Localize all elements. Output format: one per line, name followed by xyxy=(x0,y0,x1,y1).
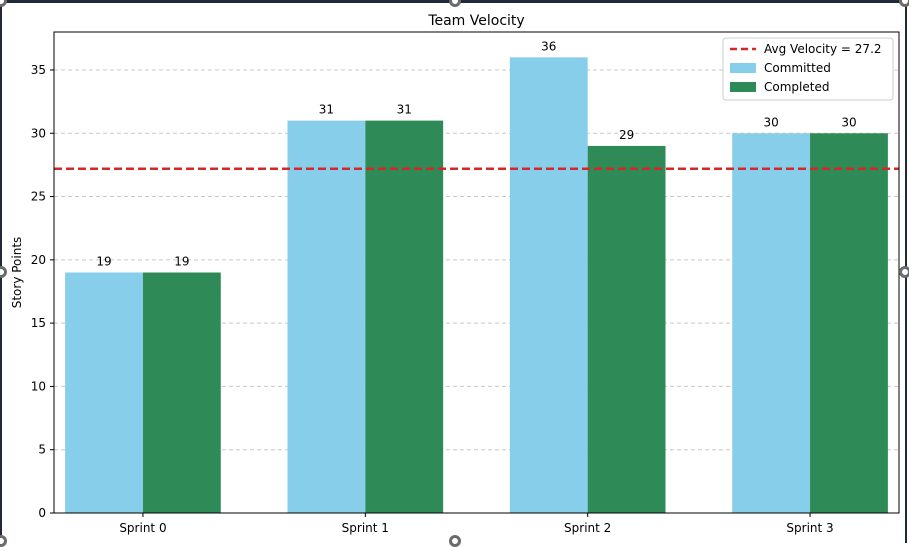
bar-completed-2 xyxy=(587,145,666,513)
x-tick-label: Sprint 1 xyxy=(342,521,389,535)
bar-committed-1 xyxy=(287,120,366,514)
y-tick-label: 30 xyxy=(31,126,46,140)
y-tick-label: 15 xyxy=(31,316,46,330)
x-tick-label: Sprint 3 xyxy=(786,521,833,535)
bar-data-label: 31 xyxy=(397,103,412,117)
bar-completed-0 xyxy=(142,272,221,513)
bar-committed-2 xyxy=(509,57,588,513)
bar-committed-3 xyxy=(732,133,811,513)
bar-data-label: 31 xyxy=(319,103,334,117)
y-tick-label: 35 xyxy=(31,63,46,77)
legend-completed-swatch xyxy=(730,82,756,92)
resize-handle-top-center[interactable] xyxy=(449,0,461,7)
y-tick-label: 10 xyxy=(31,379,46,393)
bar-data-label: 19 xyxy=(174,255,189,269)
bar-completed-1 xyxy=(365,120,444,514)
y-axis-label: Story Points xyxy=(10,237,24,309)
resize-handle-middle-right[interactable] xyxy=(899,266,909,278)
bar-data-label: 30 xyxy=(841,115,856,129)
resize-handle-top-left[interactable] xyxy=(0,0,7,7)
legend-committed-label: Committed xyxy=(764,61,831,75)
x-tick-label: Sprint 0 xyxy=(119,521,166,535)
y-tick-label: 20 xyxy=(31,253,46,267)
chart-title: Team Velocity xyxy=(427,13,524,29)
legend-committed-swatch xyxy=(730,63,756,73)
legend-completed-label: Completed xyxy=(764,80,829,94)
bar-data-label: 29 xyxy=(619,128,634,142)
bar-committed-0 xyxy=(65,272,143,513)
legend-box xyxy=(722,37,894,101)
resize-handle-bottom-left[interactable] xyxy=(0,535,7,547)
y-tick-label: 0 xyxy=(38,506,46,520)
y-tick-label: 25 xyxy=(31,190,46,204)
axis-ticks: 0 5 10 15 20 25 30 35 Sprint 0 Sprint 1 Sprint 2 Sp… xyxy=(31,63,834,535)
bar-completed-3 xyxy=(810,133,888,513)
resize-handle-bottom-center[interactable] xyxy=(449,535,461,547)
bar-data-label: 30 xyxy=(763,115,778,129)
legend-average-label: Avg Velocity = 27.2 xyxy=(764,42,882,56)
y-tick-label: 5 xyxy=(38,443,46,457)
legend: Avg Velocity = 27.2 Committed Completed xyxy=(722,37,894,101)
bar-data-label: 19 xyxy=(96,255,111,269)
bars: 19 19 31 31 36 29 30 30 xyxy=(65,39,888,514)
resize-handle-middle-left[interactable] xyxy=(0,266,7,278)
bar-data-label: 36 xyxy=(541,39,556,53)
x-tick-label: Sprint 2 xyxy=(564,521,611,535)
